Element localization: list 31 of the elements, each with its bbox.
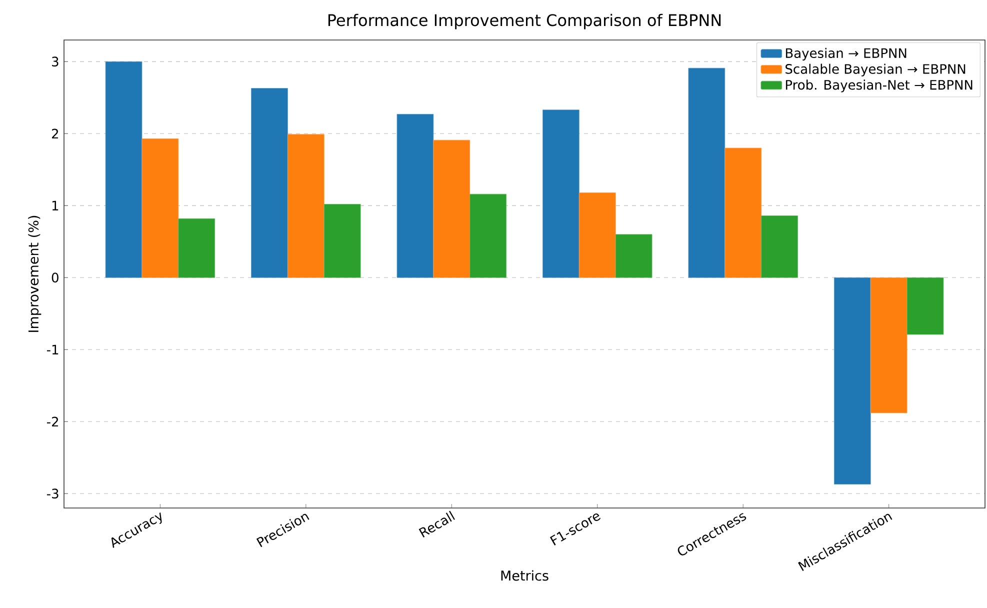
- y-tick-label: 3: [52, 56, 58, 67]
- bar: [906, 277, 944, 335]
- chart-title: Performance Improvement Comparison of EBPNN: [328, 14, 721, 30]
- bar: [105, 61, 142, 278]
- bar: [578, 192, 616, 278]
- legend-label: Bayesian → EBPNN: [786, 48, 906, 61]
- y-tick-label: 0: [52, 272, 58, 283]
- y-tick-label: -3: [46, 488, 58, 499]
- y-tick-label: 1: [52, 200, 58, 210]
- legend-label: Scalable Bayesian → EBPNN: [786, 64, 966, 76]
- bar: [324, 204, 361, 278]
- y-tick-label: -1: [46, 344, 58, 354]
- bar: [251, 88, 288, 278]
- bar: [396, 114, 434, 278]
- bar: [761, 215, 798, 278]
- y-axis-title: Improvement (%): [28, 216, 42, 332]
- bar: [178, 218, 216, 278]
- bar: [288, 134, 324, 278]
- bar: [615, 234, 652, 278]
- y-tick-label: 2: [52, 128, 58, 138]
- bar: [470, 194, 506, 278]
- bar: [724, 148, 762, 278]
- bar: [433, 140, 470, 278]
- bar: [834, 277, 871, 484]
- y-tick-label: -2: [46, 416, 58, 426]
- bar: [142, 138, 179, 278]
- bar: [870, 277, 908, 414]
- bar: [542, 110, 580, 278]
- bar: [688, 68, 726, 278]
- legend-label: Prob. Bayesian-Net → EBPNN: [786, 80, 972, 92]
- x-axis-title: Metrics: [501, 570, 548, 581]
